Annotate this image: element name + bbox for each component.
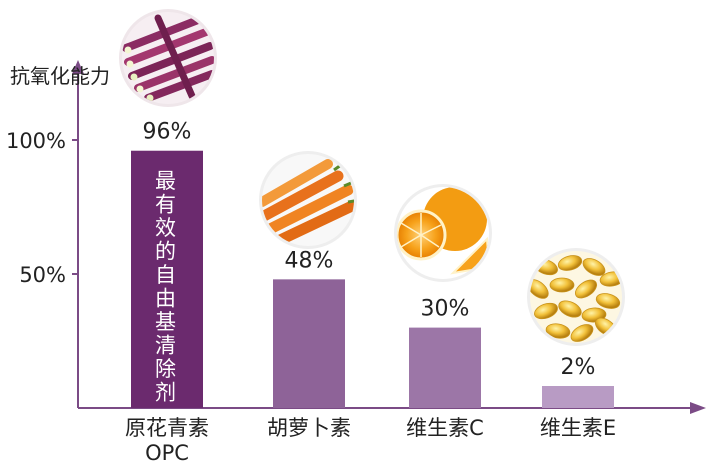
carrot-icon bbox=[259, 151, 357, 249]
bar bbox=[409, 327, 481, 408]
value-label: 30% bbox=[421, 297, 470, 322]
orange-icon bbox=[394, 184, 492, 282]
y-axis-label: 抗氧化能力 bbox=[10, 64, 110, 88]
bar bbox=[273, 279, 345, 408]
fish-oil-capsule-icon bbox=[527, 248, 625, 346]
bar bbox=[542, 386, 614, 408]
x-tick-label: OPC bbox=[145, 441, 189, 465]
value-label: 2% bbox=[561, 355, 596, 380]
y-tick-label: 100% bbox=[6, 129, 66, 153]
y-ticks: 100% 50% bbox=[6, 129, 78, 287]
bar-annotation: 最有效的自由基清除剂 bbox=[155, 169, 179, 405]
x-tick-label: 维生素E bbox=[540, 416, 616, 440]
bar bbox=[131, 150, 203, 408]
x-tick-label: 维生素C bbox=[406, 416, 484, 440]
value-label: 96% bbox=[143, 120, 192, 145]
bars bbox=[131, 150, 614, 408]
x-axis-arrow bbox=[690, 402, 706, 414]
red-stalk-vegetable-icon bbox=[119, 9, 217, 107]
x-tick-label: 原花青素 bbox=[125, 416, 209, 440]
value-label: 48% bbox=[285, 248, 334, 273]
x-tick-label: 胡萝卜素 bbox=[267, 416, 351, 440]
y-tick-label: 50% bbox=[19, 263, 66, 287]
value-labels: 96% 48% 30% 2% bbox=[143, 120, 596, 380]
y-axis-arrow bbox=[72, 60, 84, 74]
